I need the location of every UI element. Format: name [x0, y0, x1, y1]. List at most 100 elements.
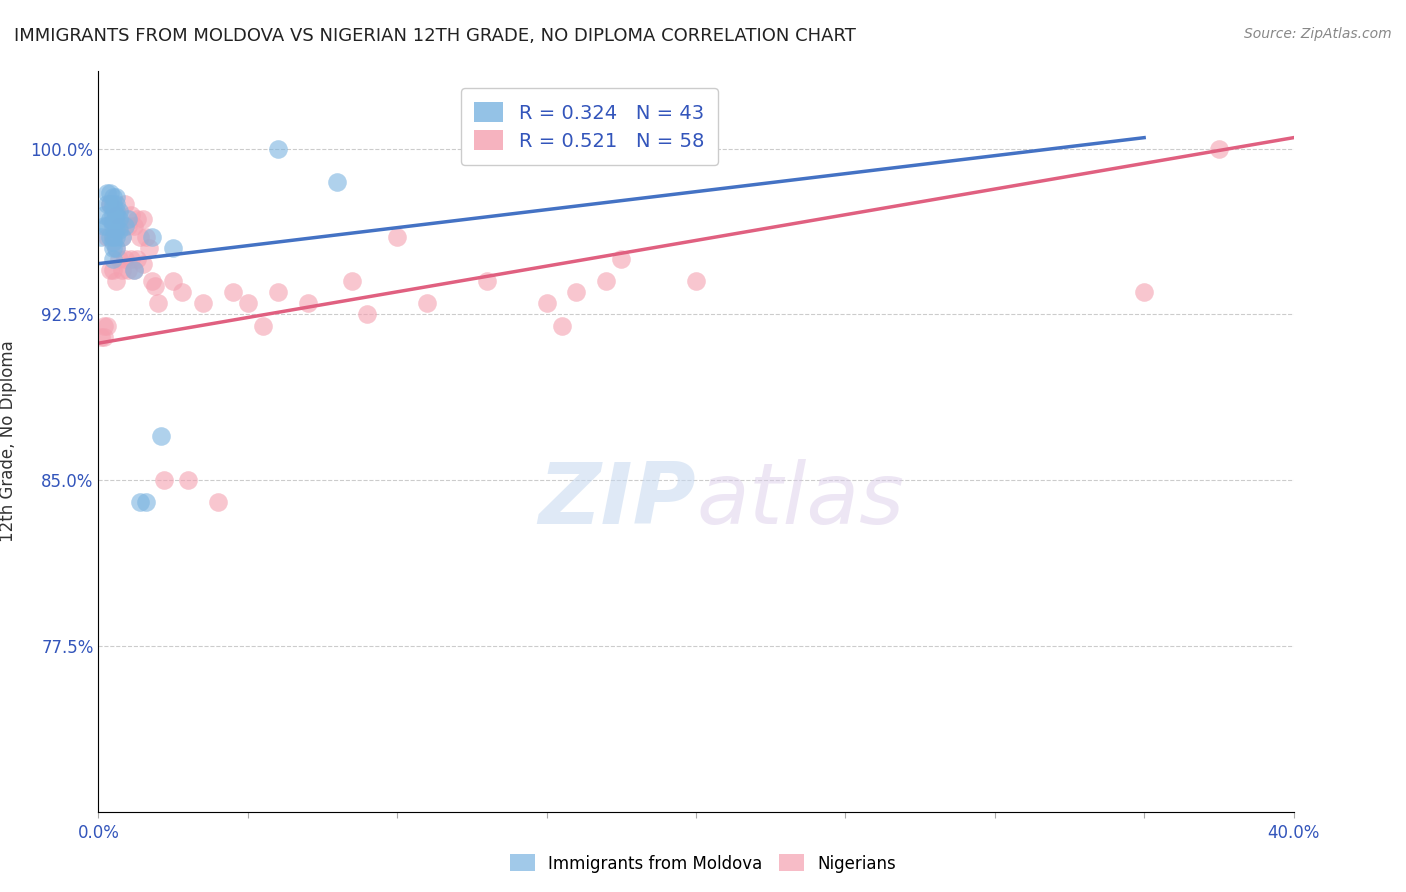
Point: [96, 230, 118, 244]
Point: [96, 219, 118, 233]
Point: [297, 296, 319, 310]
Point: [610, 252, 633, 267]
Point: [252, 318, 274, 333]
Point: [98, 186, 122, 200]
Text: IMMIGRANTS FROM MOLDOVA VS NIGERIAN 12TH GRADE, NO DIPLOMA CORRELATION CHART: IMMIGRANTS FROM MOLDOVA VS NIGERIAN 12TH…: [14, 27, 856, 45]
Point: [565, 142, 588, 156]
Point: [103, 190, 125, 204]
Point: [117, 263, 139, 277]
Point: [114, 197, 136, 211]
Point: [135, 230, 157, 244]
Legend: Immigrants from Moldova, Nigerians: Immigrants from Moldova, Nigerians: [503, 847, 903, 880]
Point: [103, 202, 125, 216]
Point: [565, 285, 588, 300]
Point: [124, 219, 146, 233]
Point: [96, 186, 118, 200]
Point: [111, 230, 134, 244]
Point: [124, 263, 146, 277]
Point: [385, 230, 409, 244]
Point: [105, 214, 128, 228]
Point: [103, 230, 125, 244]
Point: [162, 241, 184, 255]
Point: [93, 219, 115, 233]
Point: [111, 230, 134, 244]
Text: atlas: atlas: [696, 459, 904, 542]
Point: [111, 263, 134, 277]
Point: [105, 223, 128, 237]
Point: [172, 285, 194, 300]
Point: [356, 308, 378, 322]
Point: [90, 230, 112, 244]
Point: [1133, 285, 1156, 300]
Point: [105, 241, 128, 255]
Point: [222, 285, 245, 300]
Point: [127, 252, 149, 267]
Point: [98, 230, 122, 244]
Point: [550, 318, 572, 333]
Point: [114, 252, 136, 267]
Text: ZIP: ZIP: [538, 459, 696, 542]
Point: [108, 252, 131, 267]
Point: [105, 203, 128, 218]
Point: [108, 223, 131, 237]
Point: [236, 296, 259, 310]
Point: [93, 318, 115, 333]
Point: [191, 296, 214, 310]
Point: [141, 274, 163, 288]
Point: [103, 241, 125, 255]
Point: [267, 285, 290, 300]
Point: [108, 212, 131, 227]
Point: [90, 329, 112, 343]
Point: [98, 263, 122, 277]
Point: [177, 473, 200, 487]
Point: [108, 219, 131, 233]
Point: [129, 230, 152, 244]
Point: [96, 197, 118, 211]
Point: [105, 241, 128, 255]
Point: [117, 212, 139, 227]
Point: [105, 190, 128, 204]
Point: [267, 142, 290, 156]
Point: [1208, 142, 1230, 156]
Point: [475, 274, 498, 288]
Point: [103, 214, 125, 228]
Point: [416, 296, 439, 310]
Point: [103, 235, 125, 249]
Point: [105, 197, 128, 211]
Point: [114, 219, 136, 233]
Legend: R = 0.324   N = 43, R = 0.521   N = 58: R = 0.324 N = 43, R = 0.521 N = 58: [461, 88, 718, 164]
Point: [98, 197, 122, 211]
Point: [105, 208, 128, 222]
Point: [103, 230, 125, 244]
Point: [93, 208, 115, 222]
Point: [153, 473, 176, 487]
Point: [96, 318, 118, 333]
Point: [536, 296, 558, 310]
Point: [103, 252, 125, 267]
Point: [685, 274, 707, 288]
Point: [326, 175, 349, 189]
Point: [117, 219, 139, 233]
Point: [595, 274, 617, 288]
Point: [98, 197, 122, 211]
Text: Source: ZipAtlas.com: Source: ZipAtlas.com: [1244, 27, 1392, 41]
Point: [129, 495, 152, 509]
Point: [120, 252, 142, 267]
Point: [127, 212, 149, 227]
Point: [98, 212, 122, 227]
Point: [132, 212, 155, 227]
Point: [105, 230, 128, 244]
Point: [103, 263, 125, 277]
Point: [207, 495, 229, 509]
Point: [143, 278, 166, 293]
Point: [93, 329, 115, 343]
Point: [141, 230, 163, 244]
Point: [148, 296, 170, 310]
Point: [105, 208, 128, 222]
Point: [103, 219, 125, 233]
Point: [150, 429, 173, 443]
Point: [342, 274, 364, 288]
Point: [105, 274, 128, 288]
Point: [124, 263, 146, 277]
Point: [162, 274, 184, 288]
